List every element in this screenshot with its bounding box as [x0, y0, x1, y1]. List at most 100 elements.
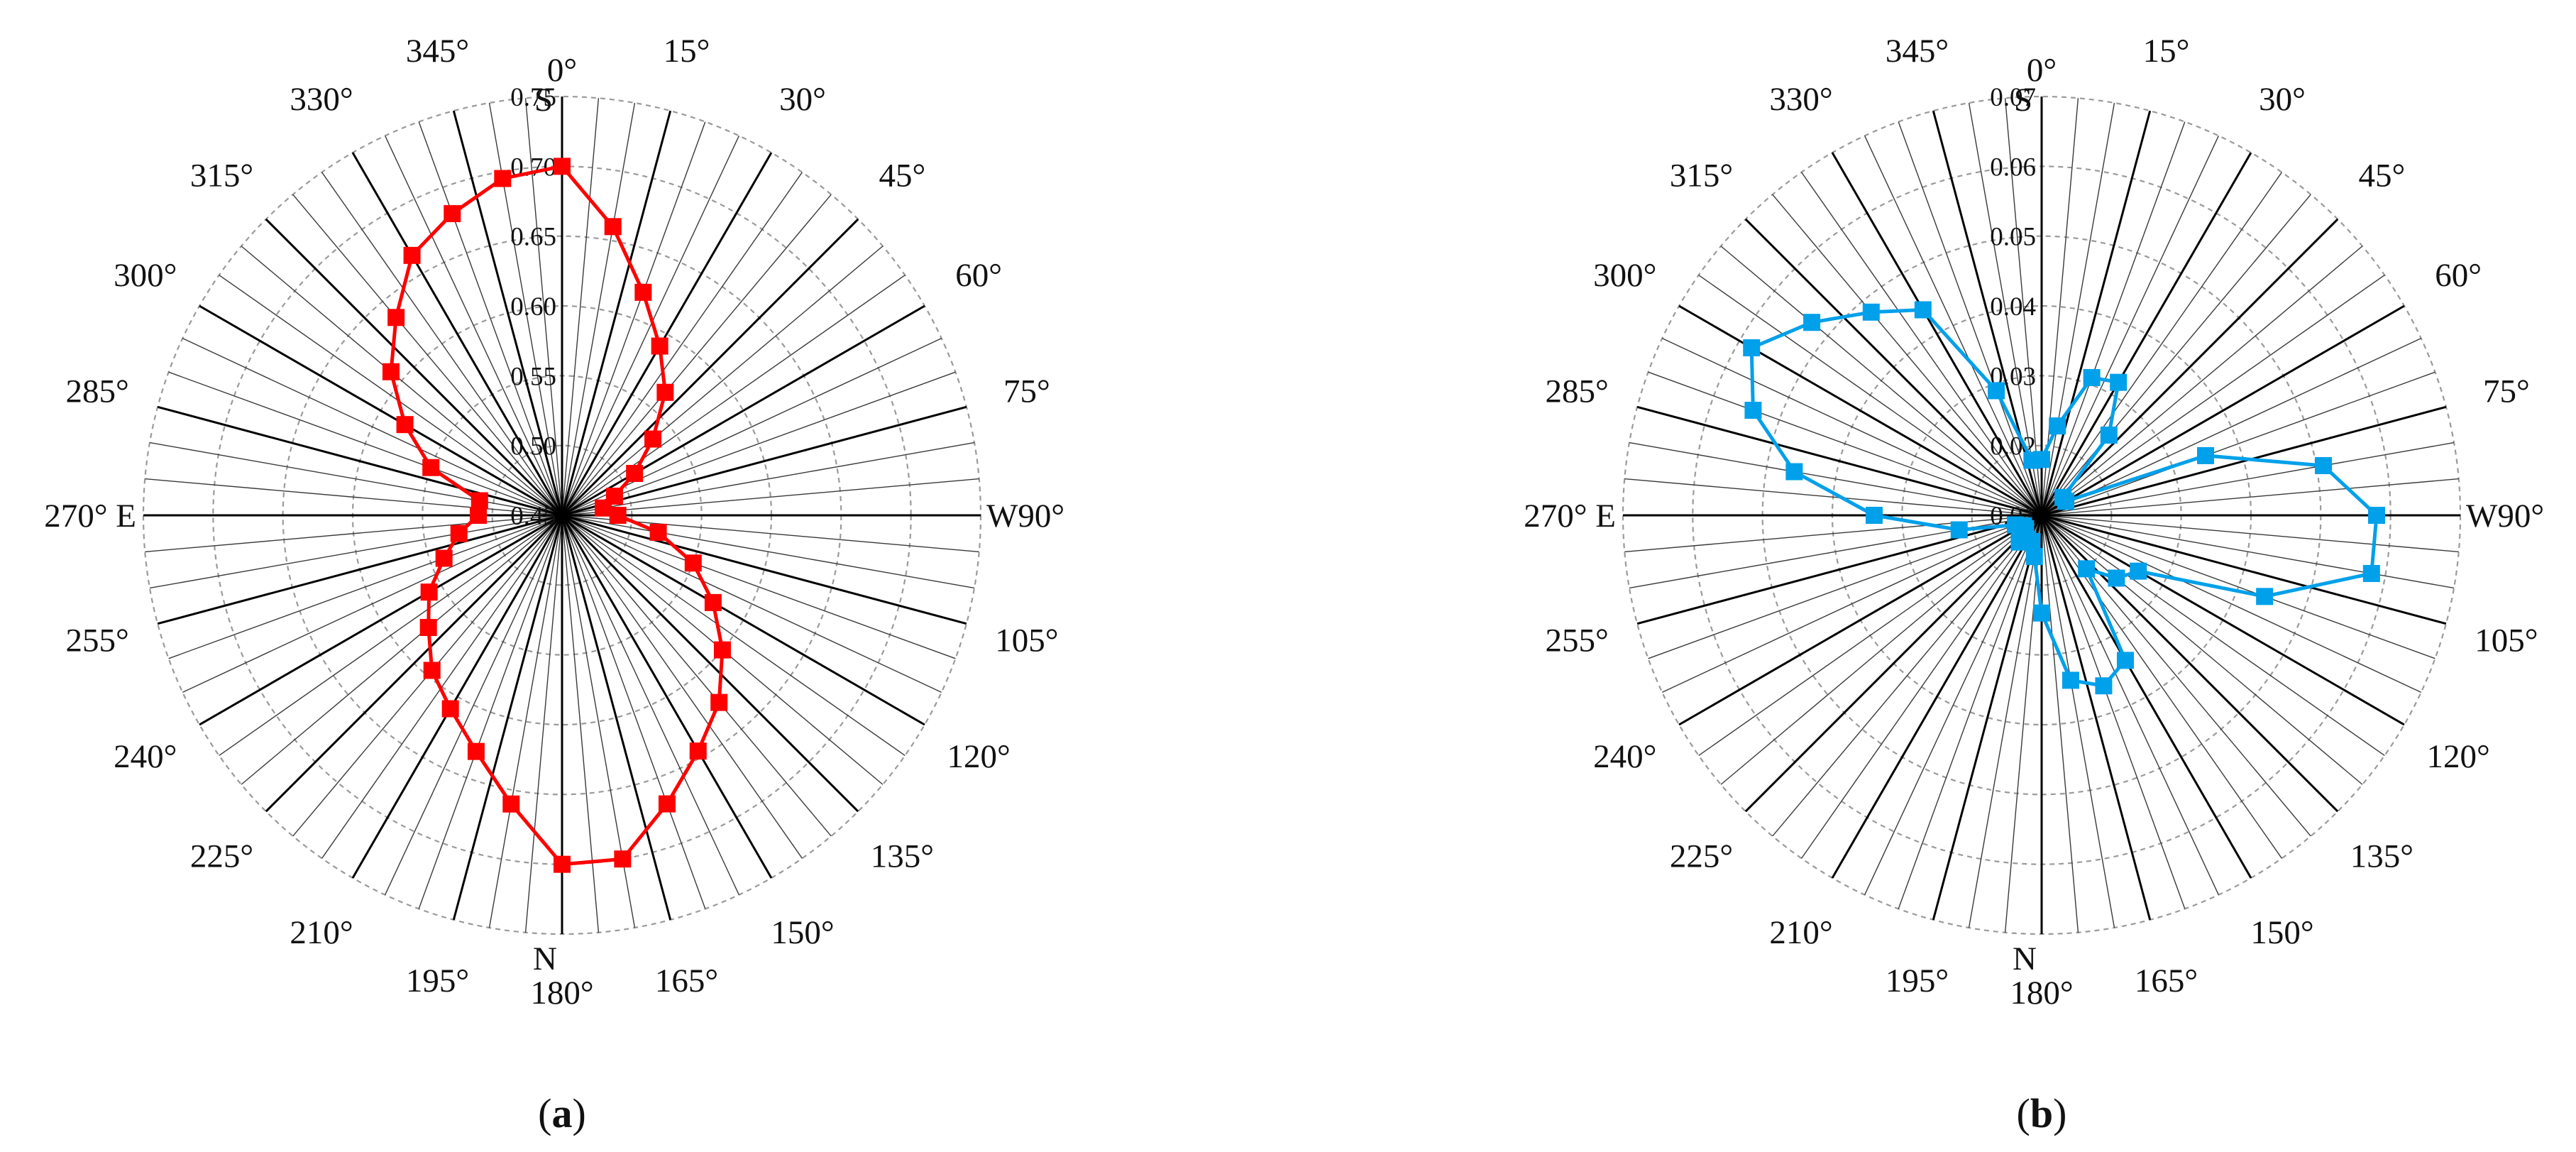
minor-spoke — [2041, 135, 2219, 516]
major-spoke — [2041, 514, 2447, 625]
major-spoke — [2040, 515, 2152, 921]
data-point — [704, 593, 722, 611]
minor-spoke — [1864, 515, 2042, 896]
minor-spoke — [2041, 246, 2363, 516]
data-point — [2083, 368, 2101, 386]
data-point — [595, 499, 612, 517]
minor-spoke — [561, 194, 832, 516]
minor-spoke — [1661, 515, 2042, 693]
minor-spoke — [2041, 338, 2422, 516]
angle-label: 0° — [2027, 52, 2057, 89]
angle-label: 120° — [2427, 738, 2490, 775]
minor-spoke — [561, 515, 832, 837]
angle-label: 180° — [2010, 975, 2073, 1011]
data-point — [1914, 301, 1932, 319]
data-point — [422, 459, 440, 476]
angle-label: 330° — [290, 81, 353, 118]
angle-label: 345° — [1886, 33, 1949, 70]
caption-close-paren: ) — [573, 1090, 586, 1136]
major-spoke — [1744, 514, 2043, 813]
data-point — [435, 549, 453, 567]
data-point — [554, 855, 571, 873]
minor-spoke — [1864, 135, 2042, 516]
radial-tick-label: 0.04 — [1990, 292, 2036, 322]
angle-label: 210° — [1769, 914, 1832, 951]
minor-spoke — [1898, 121, 2042, 516]
data-point — [634, 283, 652, 301]
minor-spoke — [1801, 515, 2042, 859]
minor-spoke — [2041, 194, 2311, 516]
angle-label: 315° — [1670, 158, 1733, 194]
angle-label: 45° — [2359, 158, 2406, 194]
data-point — [441, 700, 459, 718]
angle-label: 105° — [2475, 622, 2538, 659]
data-point — [656, 383, 674, 401]
angle-label: 255° — [65, 622, 128, 659]
angle-label: 15° — [664, 33, 710, 70]
major-spoke — [561, 514, 967, 625]
minor-spoke — [2041, 515, 2455, 589]
minor-spoke — [1698, 275, 2042, 516]
minor-spoke — [2041, 515, 2363, 785]
compass-label-n: N — [533, 940, 557, 977]
minor-spoke — [1648, 371, 2042, 516]
major-spoke — [1831, 152, 2043, 516]
major-spoke — [1678, 305, 2042, 517]
data-point — [604, 218, 622, 236]
minor-spoke — [418, 515, 563, 909]
major-spoke — [561, 514, 925, 726]
radial-tick-label: 0.75 — [510, 83, 556, 112]
major-spoke — [2041, 405, 2447, 517]
center-hub — [2036, 510, 2047, 521]
radial-tick-label: 0.45 — [510, 502, 556, 531]
minor-spoke — [561, 515, 803, 859]
data-point — [467, 742, 485, 760]
data-point — [1803, 314, 1821, 331]
major-spoke — [1744, 218, 2043, 517]
data-point — [470, 507, 487, 524]
angle-label: 135° — [871, 838, 934, 874]
data-point — [1862, 303, 1880, 321]
minor-spoke — [321, 172, 563, 516]
minor-spoke — [561, 371, 956, 516]
panel-caption: (a) — [538, 1090, 586, 1136]
caption-open-paren: ( — [2017, 1090, 2030, 1136]
major-spoke — [2040, 218, 2339, 517]
data-point — [554, 158, 571, 175]
angle-label: 60° — [955, 257, 1002, 294]
major-spoke — [2040, 152, 2252, 516]
minor-spoke — [561, 275, 906, 516]
major-spoke — [2040, 110, 2152, 516]
major-spoke — [1636, 514, 2042, 625]
angle-label: 345° — [406, 33, 469, 70]
angle-label: 285° — [65, 373, 128, 410]
data-point — [419, 619, 437, 637]
angle-label: 240° — [114, 738, 177, 775]
minor-spoke — [1772, 194, 2042, 516]
minor-spoke — [1772, 515, 2042, 837]
minor-spoke — [2041, 515, 2385, 756]
data-point — [713, 641, 731, 659]
data-point — [649, 523, 667, 541]
minor-spoke — [2041, 515, 2186, 909]
angle-label: 60° — [2435, 257, 2482, 294]
data-point — [2049, 417, 2066, 435]
major-spoke — [2040, 515, 2252, 879]
data-point — [689, 742, 707, 760]
data-point — [2100, 427, 2118, 444]
minor-spoke — [241, 246, 563, 516]
minor-spoke — [561, 515, 706, 909]
minor-spoke — [168, 371, 563, 516]
data-point — [444, 204, 461, 222]
minor-spoke — [488, 515, 563, 928]
data-point — [609, 507, 627, 524]
major-spoke — [561, 305, 925, 517]
minor-spoke — [561, 121, 706, 516]
data-point — [658, 795, 676, 813]
minor-spoke — [561, 98, 600, 516]
data-point — [1950, 521, 1968, 539]
data-point — [1743, 339, 1761, 356]
caption-close-paren: ) — [2053, 1090, 2066, 1136]
angle-label: 0° — [547, 52, 577, 89]
